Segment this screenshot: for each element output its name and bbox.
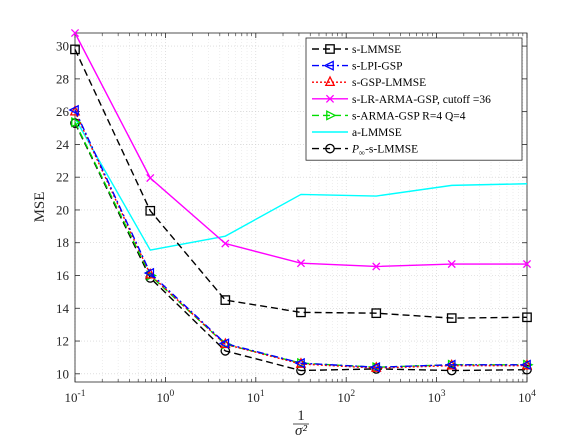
data-point-3: [522, 259, 532, 269]
data-point-3: [447, 259, 456, 269]
series-line-1: [74, 109, 527, 368]
y-tick-label: 18: [56, 235, 69, 250]
x-axis-label-numerator: 1: [297, 408, 305, 424]
data-point-1: [68, 104, 79, 116]
data-point-3: [146, 173, 155, 183]
legend-marker-4: [326, 110, 337, 121]
x-tick-label: 10-1: [65, 389, 86, 405]
legend-marker-2: [324, 75, 336, 87]
data-point-6: [522, 364, 532, 375]
x-tick-label: 104: [518, 389, 536, 405]
legend-marker-3: [325, 94, 335, 103]
y-tick-label: 16: [56, 268, 70, 283]
data-point-3: [296, 259, 306, 268]
data-point-2: [521, 358, 533, 370]
legend-label-5: a-LMMSE: [352, 127, 402, 139]
x-axis-label-denominator: σ²: [295, 423, 307, 436]
series-line-6: [74, 122, 528, 372]
legend-label-4: s-ARMA-GSP R=4 Q=4: [352, 110, 466, 122]
legend-label-2: s-GSP-LMMSE: [352, 77, 426, 89]
series-group: [68, 28, 534, 376]
y-axis-label: MSE: [32, 192, 48, 223]
data-point-2: [145, 268, 156, 279]
legend-marker-0: [325, 44, 335, 54]
y-tick-label: 24: [56, 137, 70, 152]
legend-label-3: s-LR-ARMA-GSP, cutoff =36: [352, 94, 491, 106]
data-point-0: [371, 308, 382, 319]
data-point-3: [70, 28, 80, 38]
data-point-0: [70, 44, 80, 55]
plot-frame: [74, 32, 528, 383]
y-tick-label: 26: [56, 104, 70, 119]
y-tick-label: 10: [56, 366, 69, 381]
y-tick-label: 28: [56, 71, 69, 86]
series-3: [70, 28, 532, 271]
data-point-1: [143, 267, 155, 279]
series-line-2: [74, 111, 527, 369]
y-tick-label: 14: [56, 301, 70, 316]
data-point-1: [294, 357, 305, 369]
data-point-2: [220, 337, 231, 349]
data-point-0: [296, 307, 306, 318]
data-point-0: [145, 205, 156, 216]
data-point-0: [220, 295, 231, 305]
legend-marker-6: [325, 143, 335, 154]
data-point-1: [369, 362, 381, 373]
data-point-4: [71, 117, 82, 128]
legend: s-LMMSE s-LPI-GSP s-GSP-LMMSE s-LR-ARMA-GSP…: [305, 37, 523, 161]
legend-label-0: s-LMMSE: [352, 44, 401, 56]
y-tick-label: 30: [56, 39, 69, 54]
series-5: [74, 117, 528, 251]
data-point-0: [446, 313, 457, 323]
legend-label-6: P∞-s-LMMSE: [351, 144, 418, 158]
grid: [74, 33, 528, 382]
ticks: 10-1 100 101 102 103 104 10 12 14 16 18 20 22 24 26 28 3…: [56, 33, 536, 405]
x-tick-label: 100: [157, 389, 175, 405]
legend-label-1: s-LPI-GSP: [352, 61, 402, 73]
x-tick-label: 101: [247, 389, 265, 405]
series-1: [68, 104, 531, 373]
series-line-5: [74, 117, 528, 251]
data-point-6: [446, 365, 457, 376]
data-point-3: [372, 262, 381, 271]
y-tick-label: 22: [56, 170, 69, 185]
data-point-1: [520, 359, 531, 371]
axis-labels: MSE 1 σ²: [32, 192, 309, 436]
data-point-0: [522, 312, 532, 323]
y-tick-label: 12: [56, 334, 69, 349]
y-tick-label: 20: [56, 202, 69, 217]
series-0: [70, 44, 532, 323]
data-point-1: [445, 359, 456, 371]
x-tick-label: 102: [337, 389, 355, 405]
legend-marker-1: [323, 60, 334, 71]
x-tick-label: 103: [428, 389, 446, 405]
data-point-1: [218, 338, 230, 349]
data-point-3: [221, 239, 230, 248]
series-line-0: [74, 49, 528, 319]
data-point-2: [69, 104, 81, 116]
